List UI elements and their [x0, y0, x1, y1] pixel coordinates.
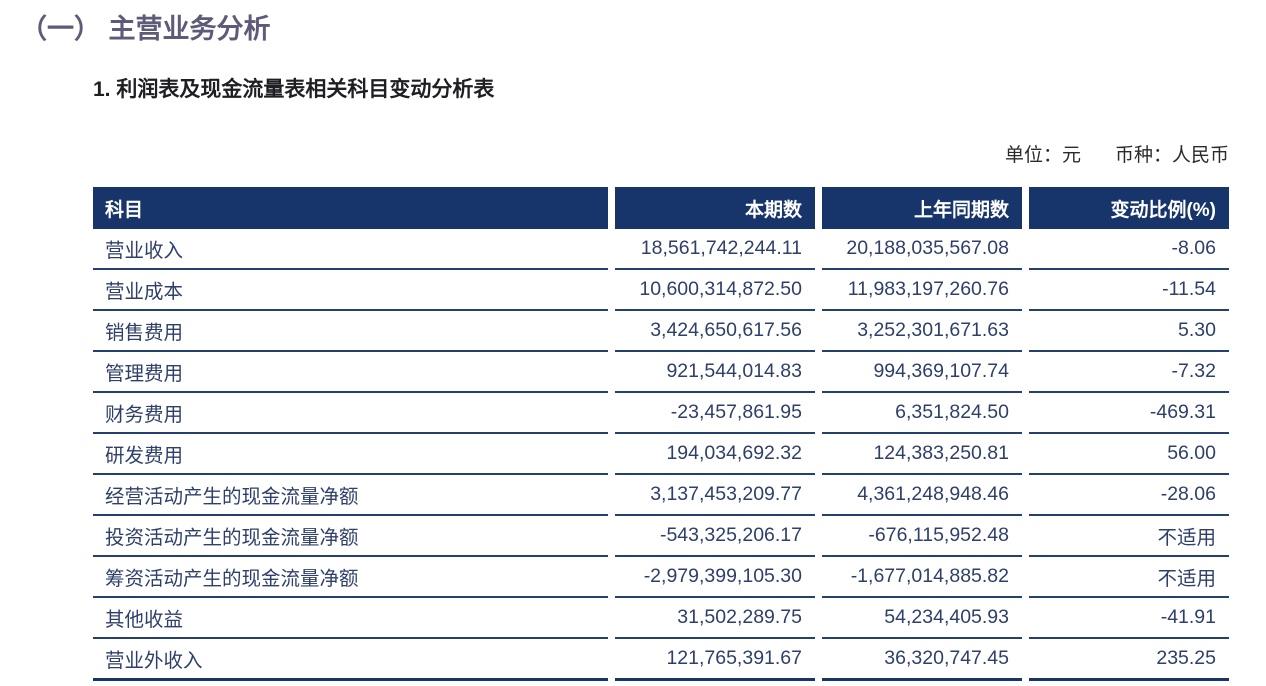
table-row: 筹资活动产生的现金流量净额 -2,979,399,105.30 -1,677,014… [93, 557, 1229, 598]
row-value: -23,457,861.95 [615, 393, 815, 434]
row-value: 36,320,747.45 [822, 639, 1022, 681]
table-row: 研发费用 194,034,692.32 124,383,250.81 56.00 [93, 434, 1229, 475]
table-row: 财务费用 -23,457,861.95 6,351,824.50 -469.31 [93, 393, 1229, 434]
row-label: 投资活动产生的现金流量净额 [93, 516, 608, 557]
row-value: 不适用 [1029, 516, 1229, 557]
currency-label: 币种：人民币 [1114, 145, 1229, 166]
table-row: 营业收入 18,561,742,244.11 20,188,035,567.08 -8… [93, 229, 1229, 270]
row-value: 56.00 [1029, 434, 1229, 475]
table-body: 营业收入 18,561,742,244.11 20,188,035,567.08 -8… [93, 229, 1229, 681]
unit-currency-line: 单位：元 币种：人民币 [93, 144, 1229, 168]
column-header: 变动比例(%) [1029, 187, 1229, 229]
row-label: 营业外收入 [93, 639, 608, 681]
table-row: 其他收益 31,502,289.75 54,234,405.93 -41.91 [93, 598, 1229, 639]
table-row: 营业成本 10,600,314,872.50 11,983,197,260.76 -1… [93, 270, 1229, 311]
column-header: 科目 [93, 187, 608, 229]
row-label: 管理费用 [93, 352, 608, 393]
section-title: （一） 主营业务分析 [20, 14, 271, 44]
analysis-table: 科目 本期数 上年同期数 变动比例(%) 营业收入 18,561,742,244.11 2… [86, 187, 1236, 681]
row-label: 营业成本 [93, 270, 608, 311]
row-label: 研发费用 [93, 434, 608, 475]
table-row: 经营活动产生的现金流量净额 3,137,453,209.77 4,361,248,9… [93, 475, 1229, 516]
unit-label: 单位：元 [1004, 145, 1081, 166]
row-value: 4,361,248,948.46 [822, 475, 1022, 516]
row-value: 不适用 [1029, 557, 1229, 598]
row-value: -7.32 [1029, 352, 1229, 393]
row-value: -2,979,399,105.30 [615, 557, 815, 598]
row-value: 121,765,391.67 [615, 639, 815, 681]
table-subtitle: 1. 利润表及现金流量表相关科目变动分析表 [93, 78, 495, 101]
table-row: 管理费用 921,544,014.83 994,369,107.74 -7.32 [93, 352, 1229, 393]
row-value: 10,600,314,872.50 [615, 270, 815, 311]
table-row: 营业外收入 121,765,391.67 36,320,747.45 235.25 [93, 639, 1229, 681]
row-value: 194,034,692.32 [615, 434, 815, 475]
table-header-row: 科目 本期数 上年同期数 变动比例(%) [93, 187, 1229, 229]
row-value: -469.31 [1029, 393, 1229, 434]
row-value: 3,252,301,671.63 [822, 311, 1022, 352]
row-value: 3,137,453,209.77 [615, 475, 815, 516]
row-value: 20,188,035,567.08 [822, 229, 1022, 270]
row-value: 921,544,014.83 [615, 352, 815, 393]
row-value: 124,383,250.81 [822, 434, 1022, 475]
row-value: -41.91 [1029, 598, 1229, 639]
row-value: 11,983,197,260.76 [822, 270, 1022, 311]
row-value: -11.54 [1029, 270, 1229, 311]
row-label: 其他收益 [93, 598, 608, 639]
row-value: 3,424,650,617.56 [615, 311, 815, 352]
row-label: 筹资活动产生的现金流量净额 [93, 557, 608, 598]
row-value: -1,677,014,885.82 [822, 557, 1022, 598]
row-label: 财务费用 [93, 393, 608, 434]
row-value: 6,351,824.50 [822, 393, 1022, 434]
row-label: 销售费用 [93, 311, 608, 352]
row-value: 31,502,289.75 [615, 598, 815, 639]
row-label: 经营活动产生的现金流量净额 [93, 475, 608, 516]
column-header: 上年同期数 [822, 187, 1022, 229]
row-value: 994,369,107.74 [822, 352, 1022, 393]
row-value: -8.06 [1029, 229, 1229, 270]
row-value: -676,115,952.48 [822, 516, 1022, 557]
table-row: 销售费用 3,424,650,617.56 3,252,301,671.63 5.30 [93, 311, 1229, 352]
row-label: 营业收入 [93, 229, 608, 270]
row-value: 54,234,405.93 [822, 598, 1022, 639]
row-value: 18,561,742,244.11 [615, 229, 815, 270]
column-header: 本期数 [615, 187, 815, 229]
row-value: 5.30 [1029, 311, 1229, 352]
row-value: -543,325,206.17 [615, 516, 815, 557]
table-row: 投资活动产生的现金流量净额 -543,325,206.17 -676,115,952… [93, 516, 1229, 557]
row-value: -28.06 [1029, 475, 1229, 516]
row-value: 235.25 [1029, 639, 1229, 681]
